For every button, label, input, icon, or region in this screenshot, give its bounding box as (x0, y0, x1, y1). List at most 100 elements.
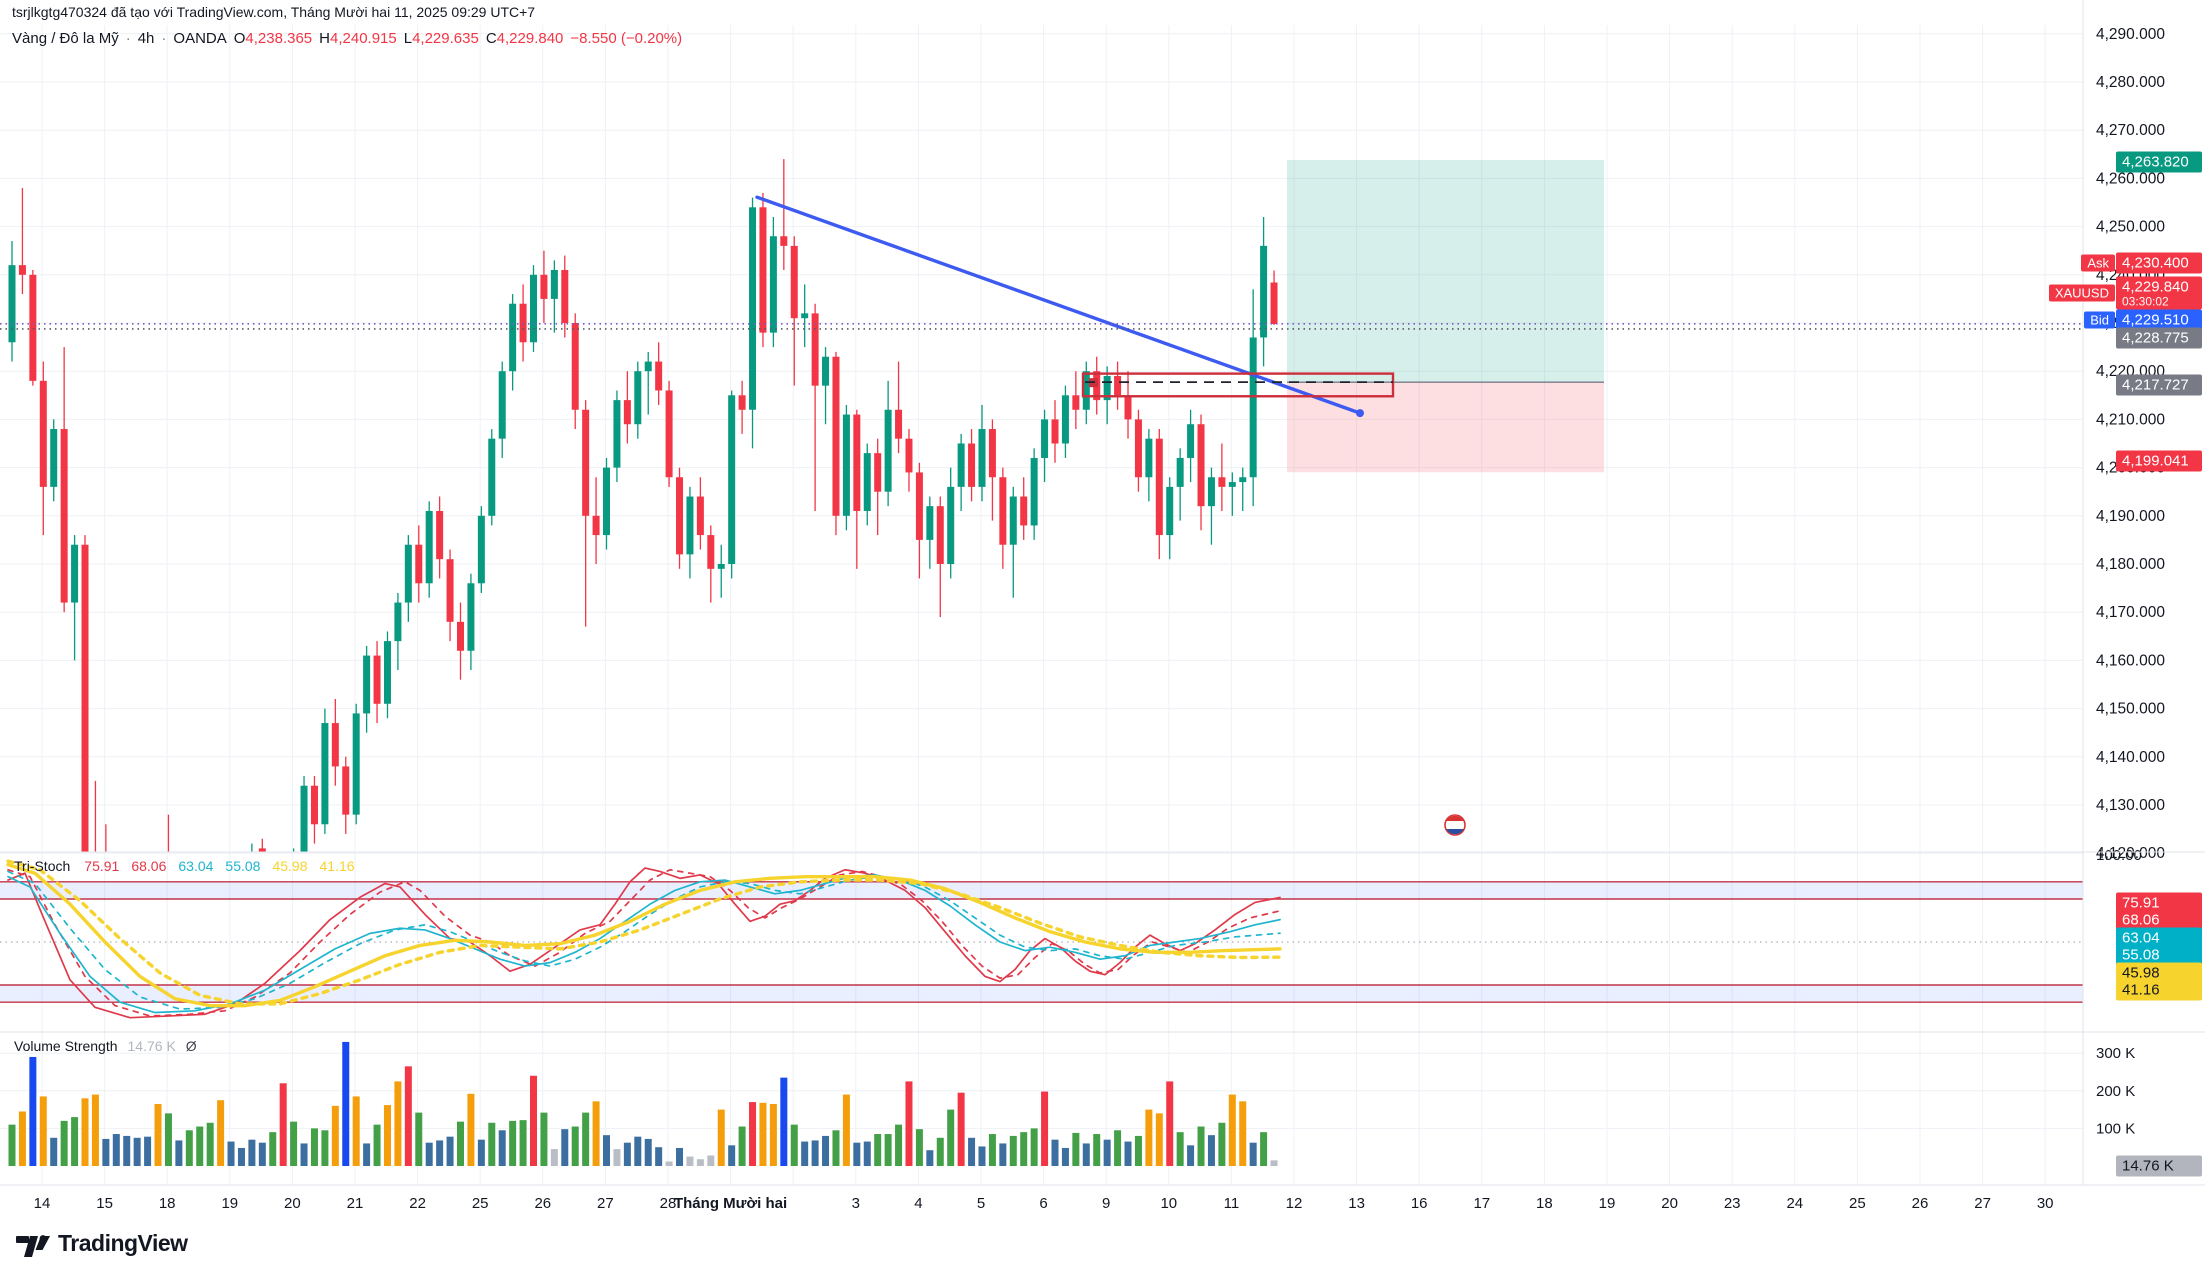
candle-body (571, 323, 579, 410)
volume-bar (248, 1139, 256, 1166)
volume-bars-layer (8, 1041, 1278, 1166)
candle-body (1166, 486, 1174, 536)
volume-tick-label: 100 K (2096, 1120, 2135, 1137)
volume-bar (498, 1130, 506, 1166)
candle-body (394, 602, 402, 642)
volume-bar (1114, 1130, 1122, 1166)
candle-body (1176, 457, 1184, 487)
price-tick-label: 4,180.000 (2096, 556, 2165, 573)
volume-bar (1197, 1126, 1205, 1166)
candle-body (769, 236, 777, 333)
candle-body (936, 506, 944, 564)
candle-body (321, 723, 329, 825)
volume-tick-label: 300 K (2096, 1045, 2135, 1062)
exchange-label: OANDA (173, 30, 227, 47)
candle-body (665, 390, 673, 478)
stoch-badge-3: 63.04 (2116, 927, 2202, 949)
candle-body (1260, 245, 1268, 338)
candle-body (895, 409, 903, 439)
volume-bar (644, 1138, 652, 1166)
volume-bar (206, 1122, 214, 1166)
stoch-badge-2: 68.06 (2116, 909, 2202, 931)
volume-legend[interactable]: Volume Strength 14.76 K Ø (14, 1038, 197, 1054)
volume-bar (310, 1128, 318, 1166)
volume-title[interactable]: Volume Strength (14, 1038, 118, 1054)
candle-body (373, 655, 381, 704)
volume-bar (957, 1092, 965, 1166)
indicator-title[interactable]: Tri-Stoch (14, 858, 71, 874)
volume-bar (603, 1135, 611, 1166)
volume-average-icon: Ø (185, 1038, 197, 1054)
candle-body (331, 723, 339, 767)
candle-body (39, 380, 47, 487)
price-tick-label: 4,270.000 (2096, 122, 2165, 139)
volume-bar (154, 1103, 162, 1166)
time-tick-label: 19 (1599, 1195, 1616, 1212)
volume-bar (1176, 1132, 1184, 1166)
indicator-value: 55.08 (225, 858, 261, 874)
candle-body (842, 414, 850, 516)
volume-bar (540, 1112, 548, 1166)
volume-bar (394, 1081, 402, 1166)
supply-zone-box[interactable] (1081, 372, 1395, 398)
tri-stoch-legend[interactable]: Tri-Stoch 75.91 68.06 63.04 55.08 45.98 41.16 (14, 858, 367, 874)
stop-price-badge: 4,199.041 (2116, 450, 2202, 472)
candle-body (258, 848, 266, 852)
volume-bar (769, 1103, 777, 1166)
price-tick-label: 4,250.000 (2096, 219, 2165, 236)
change-value: −8.550 (−0.20%) (570, 30, 683, 47)
volume-bar (790, 1124, 798, 1166)
candle-body (613, 400, 621, 468)
volume-bar (592, 1101, 600, 1166)
volume-bar (926, 1150, 934, 1166)
candle-body (1124, 395, 1132, 420)
chart-emoji-sticker[interactable] (1444, 814, 1466, 836)
volume-bar (112, 1134, 120, 1166)
candle-body (1103, 376, 1111, 401)
candles-layer (8, 159, 1278, 852)
volume-bar (623, 1142, 631, 1166)
volume-bar (363, 1143, 371, 1166)
candle-body (592, 515, 600, 536)
time-tick-label: 18 (1536, 1195, 1553, 1212)
symbol-title[interactable]: Vàng / Đô la Mỹ (12, 30, 119, 47)
time-tick-label: 15 (96, 1195, 113, 1212)
timeframe-label[interactable]: 4h (137, 30, 155, 47)
candle-body (957, 443, 965, 487)
time-tick-label: 26 (534, 1195, 551, 1212)
candle-body (749, 207, 757, 410)
candle-body (1228, 482, 1236, 487)
candle-body (436, 510, 444, 560)
price-axis[interactable]: 4,263.820 4,230.400 Ask 4,229.840 03:30:02 XA… (2048, 0, 2205, 1272)
candle-body (644, 361, 652, 372)
price-tick-label: 4,260.000 (2096, 170, 2165, 187)
trendline-handle[interactable] (1356, 409, 1364, 418)
long-position-profit-zone[interactable] (1287, 159, 1604, 383)
indicator-value: 68.06 (131, 858, 167, 874)
volume-bar (696, 1159, 704, 1166)
time-tick-label: 16 (1411, 1195, 1428, 1212)
volume-bar (196, 1126, 204, 1166)
time-tick-label: 20 (284, 1195, 301, 1212)
candle-body (999, 477, 1007, 545)
attribution-text: tsrjlkgtg470324 đã tạo với TradingView.c… (12, 4, 536, 20)
stoch-fast-d (7, 868, 1281, 1017)
volume-bar (655, 1147, 663, 1166)
candle-body (383, 641, 391, 704)
tradingview-logo[interactable]: TradingView (16, 1230, 188, 1257)
stoch-fast-k (7, 867, 1281, 1019)
trendline-drawing[interactable] (755, 195, 1362, 415)
volume-current-value: 14.76 K (127, 1038, 176, 1054)
time-tick-label: 26 (1912, 1195, 1929, 1212)
volume-bar (1072, 1132, 1080, 1166)
price-tick-label: 4,150.000 (2096, 701, 2165, 718)
volume-bar (1166, 1081, 1174, 1166)
candle-body (926, 506, 934, 540)
candle-body (884, 409, 892, 492)
volume-bar (999, 1143, 1007, 1166)
ask-badge: 4,230.400 (2116, 252, 2202, 274)
symbol-info-row[interactable]: Vàng / Đô la Mỹ · 4h · OANDA O4,238.365 … (12, 30, 682, 47)
tradingview-logo-icon (16, 1234, 50, 1257)
volume-bar (300, 1143, 308, 1166)
